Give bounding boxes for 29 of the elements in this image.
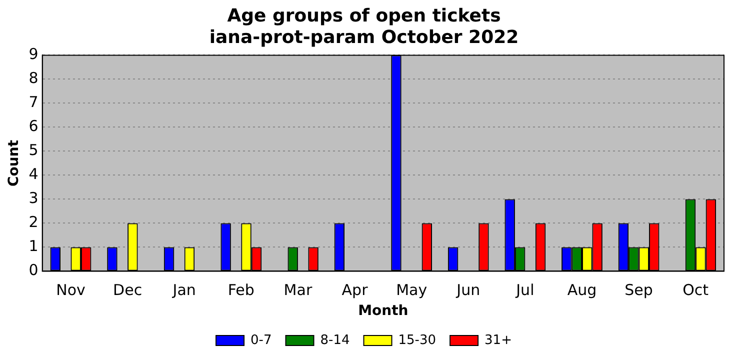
chart-title: Age groups of open tickets iana-prot-param October 2022	[209, 5, 519, 48]
y-tick-label: 1	[28, 237, 38, 256]
y-tick-label: 8	[28, 69, 38, 88]
y-axis-title: Count	[6, 140, 22, 186]
x-tick-label: Sep	[624, 281, 653, 300]
x-tick-label: Feb	[228, 281, 254, 300]
x-tick-label: Aug	[567, 281, 597, 300]
legend-label: 8-14	[320, 332, 350, 348]
x-tick-label: Jan	[172, 281, 196, 300]
x-tick-label: Jun	[456, 281, 480, 300]
x-tick-label: Dec	[113, 281, 142, 300]
x-tick-label: Mar	[284, 281, 313, 300]
y-tick-label: 5	[28, 141, 38, 160]
x-tick-label: Oct	[682, 281, 709, 300]
legend-label: 15-30	[398, 332, 436, 348]
x-axis-title: Month	[358, 303, 408, 320]
x-tick-label: Jul	[515, 281, 534, 300]
y-tick-label: 3	[28, 189, 38, 208]
y-tick-label: 6	[28, 117, 38, 136]
y-tick-label: 0	[28, 261, 38, 280]
legend-label: 31+	[484, 332, 512, 348]
y-tick-label: 9	[28, 45, 38, 64]
x-tick-label: May	[396, 281, 428, 300]
x-tick-label: Apr	[342, 281, 369, 300]
legend-label: 0-7	[250, 332, 272, 348]
y-tick-label: 4	[28, 165, 38, 184]
x-tick-label: Nov	[56, 281, 86, 300]
y-tick-label: 2	[28, 213, 38, 232]
y-tick-label: 7	[28, 93, 38, 112]
